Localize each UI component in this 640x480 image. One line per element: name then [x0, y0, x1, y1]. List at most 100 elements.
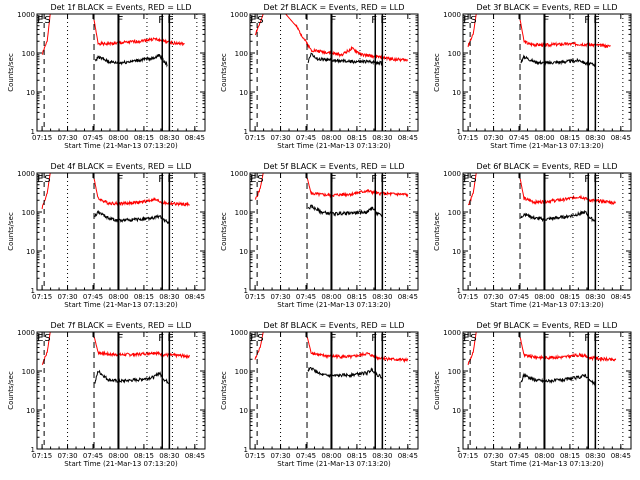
y-tick-label: 1 [457, 287, 461, 295]
y-tick-label: 1000 [17, 329, 35, 337]
x-tick-label: 08:30 [585, 452, 605, 460]
x-tick-label: 07:45 [509, 293, 529, 301]
x-tick-label: 07:30 [270, 293, 290, 301]
x-tick-label: 08:30 [372, 452, 392, 460]
y-axis-label: Counts/sec [7, 371, 15, 410]
interval-marker: E [593, 333, 599, 344]
interval-marker: E [167, 333, 173, 344]
y-tick-label: 1 [457, 446, 461, 454]
y-tick-label: 100 [22, 368, 35, 376]
series-events-line [94, 209, 170, 225]
panel-title: Det 6f BLACK = Events, RED = LLD [476, 162, 617, 171]
x-tick-label: 07:15 [458, 134, 478, 142]
x-tick-label: 07:30 [57, 134, 77, 142]
y-tick-label: 1 [31, 446, 35, 454]
x-tick-label: 07:30 [270, 452, 290, 460]
interval-marker: F [584, 15, 590, 26]
panel-title: Det 4f BLACK = Events, RED = LLD [50, 162, 191, 171]
plot-frame [249, 331, 419, 450]
plot-frame [462, 331, 632, 450]
x-tick-label: 07:15 [458, 293, 478, 301]
plot-frame [36, 331, 206, 450]
x-axis-label: Start Time (21-Mar-13 07:13:20) [490, 142, 604, 150]
x-tick-label: 07:30 [483, 293, 503, 301]
x-axis-label: Start Time (21-Mar-13 07:13:20) [490, 301, 604, 309]
x-axis-label: Start Time (21-Mar-13 07:13:20) [64, 301, 178, 309]
x-tick-label: 08:00 [108, 134, 128, 142]
interval-marker: S [470, 333, 476, 344]
y-axis-label: Counts/sec [220, 371, 228, 410]
series-lld-line [467, 332, 617, 366]
series-events-line [520, 54, 596, 68]
interval-marker: S [470, 174, 476, 185]
y-tick-label: 1 [31, 287, 35, 295]
x-tick-label: 08:45 [185, 452, 205, 460]
plot-frame [36, 172, 206, 291]
interval-marker: E [380, 15, 386, 26]
interval-marker: F [544, 15, 550, 26]
series-lld-line [467, 14, 611, 49]
interval-marker: E [37, 174, 43, 185]
interval-marker: F [544, 333, 550, 344]
y-tick-label: 1000 [443, 329, 461, 337]
x-tick-label: 08:30 [159, 134, 179, 142]
x-tick-label: 08:45 [398, 293, 418, 301]
series-lld-line [41, 173, 191, 210]
interval-marker: E [380, 333, 386, 344]
y-tick-label: 10 [239, 407, 248, 415]
interval-marker: E [250, 174, 256, 185]
y-tick-label: 1 [457, 128, 461, 136]
x-tick-label: 07:30 [270, 134, 290, 142]
series-events-line [307, 204, 383, 218]
x-tick-label: 08:15 [134, 452, 154, 460]
x-tick-label: 08:00 [108, 452, 128, 460]
x-tick-label: 07:30 [57, 452, 77, 460]
series-lld-line [41, 332, 191, 366]
interval-marker: E [593, 174, 599, 185]
y-tick-label: 1 [244, 287, 248, 295]
panel-title: Det 9f BLACK = Events, RED = LLD [476, 321, 617, 330]
x-axis-label: Start Time (21-Mar-13 07:13:20) [277, 142, 391, 150]
x-tick-label: 08:30 [585, 134, 605, 142]
panel-title: Det 7f BLACK = Events, RED = LLD [50, 321, 191, 330]
interval-marker: F [331, 174, 337, 185]
y-tick-label: 10 [452, 407, 461, 415]
interval-marker: S [44, 174, 50, 185]
series-events-line [520, 209, 596, 223]
interval-marker: E [463, 333, 469, 344]
x-axis-label: Start Time (21-Mar-13 07:13:20) [64, 142, 178, 150]
y-tick-label: 1 [31, 128, 35, 136]
interval-marker: F [371, 333, 377, 344]
interval-marker: F [584, 174, 590, 185]
x-tick-label: 08:45 [611, 293, 631, 301]
y-tick-label: 100 [448, 50, 461, 58]
x-tick-label: 08:15 [134, 293, 154, 301]
y-tick-label: 100 [22, 209, 35, 217]
x-tick-label: 07:45 [296, 293, 316, 301]
y-tick-label: 1000 [17, 170, 35, 178]
interval-marker: F [118, 174, 124, 185]
plot-frame [249, 172, 419, 291]
interval-marker: S [257, 15, 263, 26]
plot-frame [36, 13, 206, 132]
panel-title: Det 2f BLACK = Events, RED = LLD [263, 3, 404, 12]
interval-marker: S [44, 333, 50, 344]
x-tick-label: 08:30 [372, 293, 392, 301]
y-tick-label: 10 [26, 248, 35, 256]
x-tick-label: 07:45 [83, 134, 103, 142]
y-axis-label: Counts/sec [220, 212, 228, 251]
x-tick-label: 07:15 [32, 134, 52, 142]
y-axis-label: Counts/sec [220, 53, 228, 92]
x-tick-label: 07:15 [458, 452, 478, 460]
y-tick-label: 10 [26, 89, 35, 97]
x-axis-label: Start Time (21-Mar-13 07:13:20) [277, 460, 391, 468]
y-tick-label: 10 [239, 248, 248, 256]
interval-marker: E [380, 174, 386, 185]
x-tick-label: 07:15 [32, 293, 52, 301]
